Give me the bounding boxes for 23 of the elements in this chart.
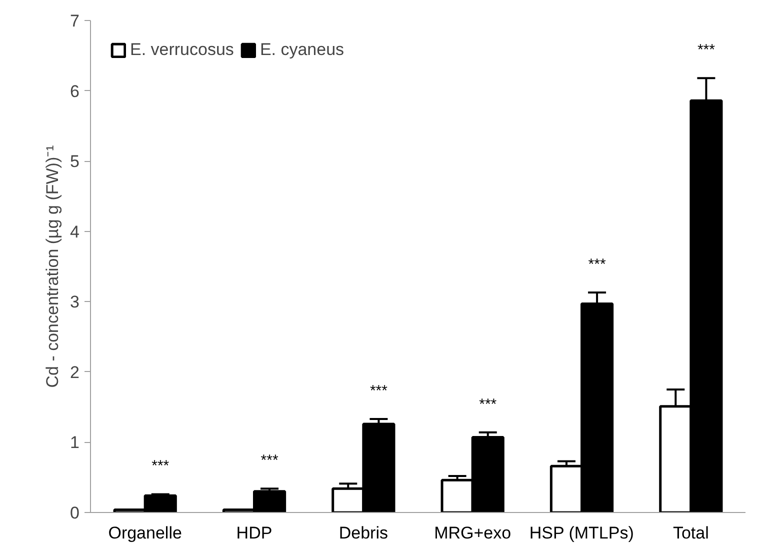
x-tick-label: HSP (MTLPs) — [529, 524, 634, 542]
y-tick-label: 5 — [70, 152, 80, 172]
annotation: *** — [370, 382, 388, 400]
legend-label: E. cyaneus — [260, 40, 344, 60]
y-tick-label: 7 — [70, 12, 80, 30]
y-tick-label: 2 — [70, 362, 80, 382]
y-axis-title: Cd - concentration (µg g (FW))⁻¹ — [43, 144, 62, 388]
annotation: *** — [697, 42, 716, 59]
x-tick-label: Total — [672, 524, 709, 542]
y-tick-label: 1 — [70, 433, 80, 452]
x-tick-label: HDP — [236, 524, 272, 542]
legend-label: E. verrucosus — [130, 40, 234, 60]
annotation: *** — [260, 452, 278, 470]
annotation: *** — [152, 458, 170, 475]
y-tick-label: 3 — [70, 292, 80, 312]
x-tick-label: Organelle — [108, 524, 182, 542]
y-tick-label: 0 — [70, 504, 80, 522]
x-tick-label: MRG+exo — [434, 524, 512, 542]
y-tick-label: 4 — [70, 222, 80, 242]
annotation: *** — [479, 396, 497, 413]
annotation: *** — [588, 256, 606, 274]
x-tick-label: Debris — [338, 524, 388, 542]
y-tick-label: 6 — [70, 82, 80, 101]
